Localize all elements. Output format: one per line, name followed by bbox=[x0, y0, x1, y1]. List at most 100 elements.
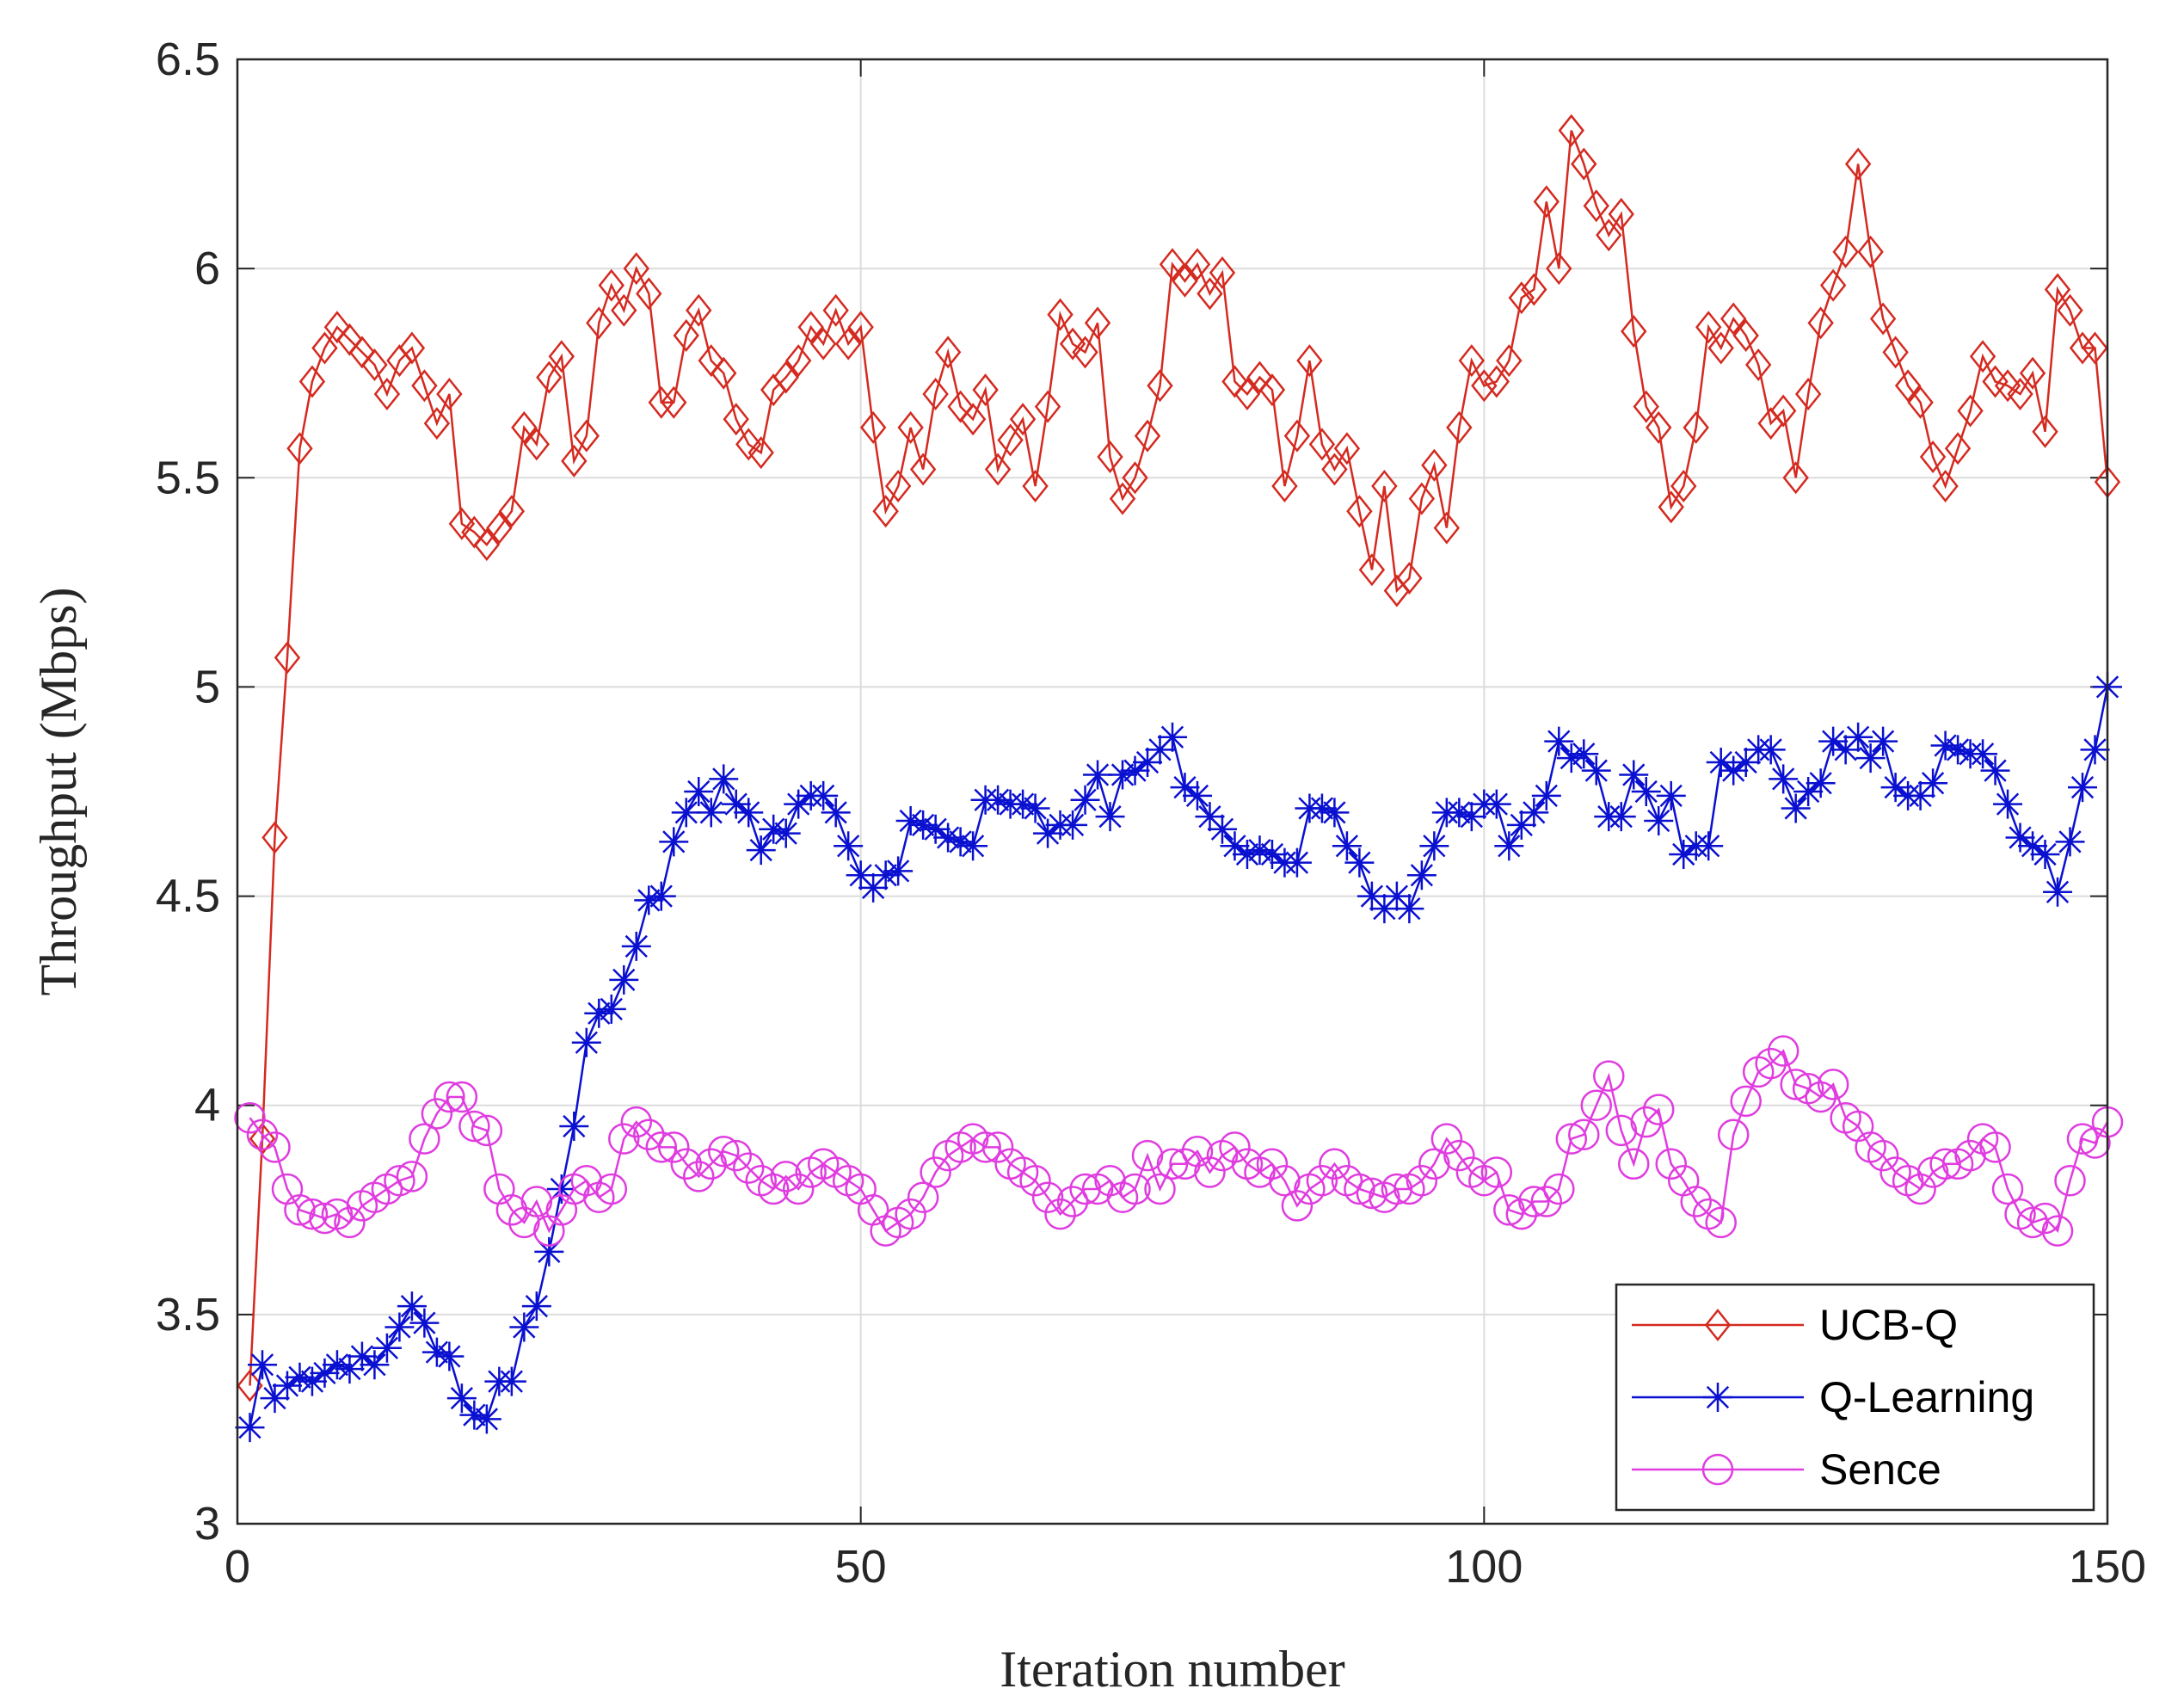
point-marker bbox=[496, 1366, 526, 1396]
point-marker bbox=[385, 1312, 415, 1342]
point-marker bbox=[658, 1131, 690, 1163]
point-marker bbox=[1358, 553, 1386, 587]
point-marker bbox=[1244, 1156, 1276, 1188]
point-marker bbox=[934, 336, 962, 369]
point-marker bbox=[1692, 1198, 1725, 1230]
legend-marker bbox=[1701, 1453, 1734, 1486]
point-marker bbox=[1394, 894, 1424, 924]
point-marker bbox=[398, 331, 426, 365]
point-marker bbox=[511, 410, 538, 444]
point-marker bbox=[1471, 369, 1498, 403]
point-marker bbox=[284, 1194, 316, 1226]
point-marker bbox=[1108, 760, 1138, 790]
point-marker bbox=[922, 378, 949, 411]
point-marker bbox=[296, 1198, 329, 1230]
point-marker bbox=[1732, 318, 1759, 352]
point-marker bbox=[1619, 760, 1649, 790]
point-marker bbox=[909, 453, 937, 486]
point-marker bbox=[772, 361, 799, 394]
point-marker bbox=[2080, 735, 2110, 765]
point-marker bbox=[1357, 881, 1387, 911]
point-marker bbox=[673, 318, 699, 352]
point-marker bbox=[1430, 1123, 1463, 1155]
point-marker bbox=[1106, 1181, 1139, 1213]
point-marker bbox=[2068, 773, 2098, 803]
point-marker bbox=[1072, 336, 1098, 369]
point-marker bbox=[1195, 802, 1225, 832]
point-marker bbox=[1419, 831, 1449, 861]
point-marker bbox=[321, 1198, 354, 1230]
point-marker bbox=[1194, 1156, 1226, 1188]
point-marker bbox=[1197, 277, 1223, 311]
point-marker bbox=[561, 444, 588, 478]
point-marker bbox=[945, 827, 975, 857]
point-marker bbox=[486, 511, 513, 545]
point-marker bbox=[698, 344, 724, 378]
y-axis-label: Throughput (Mbps) bbox=[30, 588, 87, 996]
point-marker bbox=[1371, 470, 1398, 503]
point-marker bbox=[1095, 802, 1125, 832]
point-marker bbox=[1169, 1148, 1201, 1180]
point-marker bbox=[1296, 344, 1323, 378]
point-marker bbox=[309, 1202, 341, 1235]
point-marker bbox=[1480, 1156, 1513, 1188]
point-marker bbox=[2079, 1127, 2111, 1159]
point-marker bbox=[908, 810, 938, 840]
point-marker bbox=[1782, 461, 1809, 495]
point-marker bbox=[1695, 311, 1722, 344]
point-marker bbox=[533, 1215, 565, 1247]
point-marker bbox=[2091, 1106, 2124, 1138]
point-marker bbox=[1083, 760, 1113, 790]
point-marker bbox=[782, 1173, 815, 1205]
point-marker bbox=[1916, 1156, 1949, 1188]
point-marker bbox=[932, 1139, 964, 1172]
point-marker bbox=[1009, 403, 1037, 436]
point-marker bbox=[421, 1337, 452, 1367]
point-marker bbox=[686, 293, 712, 327]
point-marker bbox=[2066, 1123, 2099, 1155]
point-marker bbox=[696, 798, 726, 828]
point-marker bbox=[609, 964, 639, 995]
point-marker bbox=[1656, 780, 1686, 810]
point-marker bbox=[1581, 755, 1611, 786]
point-marker bbox=[1258, 373, 1286, 407]
point-marker bbox=[1182, 780, 1212, 810]
point-marker bbox=[409, 1123, 440, 1155]
point-marker bbox=[373, 378, 401, 411]
point-marker bbox=[1932, 470, 1959, 503]
point-marker bbox=[473, 528, 501, 562]
point-marker bbox=[1047, 298, 1074, 331]
point-marker bbox=[1707, 331, 1734, 365]
point-marker bbox=[1294, 1173, 1326, 1205]
point-marker bbox=[1145, 735, 1175, 765]
point-marker bbox=[807, 1148, 840, 1180]
point-marker bbox=[1421, 448, 1448, 482]
point-marker bbox=[1905, 780, 1935, 810]
point-marker bbox=[920, 1156, 951, 1188]
point-marker bbox=[1793, 777, 1824, 806]
point-marker bbox=[2004, 1198, 2036, 1230]
point-marker bbox=[1683, 410, 1709, 444]
point-marker bbox=[897, 410, 924, 444]
point-marker bbox=[297, 1366, 327, 1396]
point-marker bbox=[1070, 785, 1100, 815]
point-marker bbox=[396, 1161, 428, 1192]
legend-label: UCB-Q bbox=[1819, 1301, 1958, 1349]
point-marker bbox=[1979, 1131, 2011, 1163]
point-marker bbox=[570, 1165, 603, 1197]
point-marker bbox=[1031, 1181, 1064, 1213]
point-marker bbox=[611, 293, 637, 327]
point-marker bbox=[1172, 264, 1198, 298]
y-tick-label: 3.5 bbox=[156, 1289, 220, 1340]
point-marker bbox=[895, 1198, 926, 1230]
point-marker bbox=[834, 327, 862, 361]
point-marker bbox=[2007, 378, 2033, 411]
point-marker bbox=[1844, 147, 1872, 181]
point-marker bbox=[261, 821, 288, 854]
point-marker bbox=[471, 1404, 501, 1434]
point-marker bbox=[1170, 773, 1200, 803]
point-marker bbox=[298, 365, 326, 398]
series-line bbox=[249, 1049, 2109, 1234]
point-marker bbox=[1571, 147, 1597, 181]
point-marker bbox=[271, 1173, 304, 1205]
